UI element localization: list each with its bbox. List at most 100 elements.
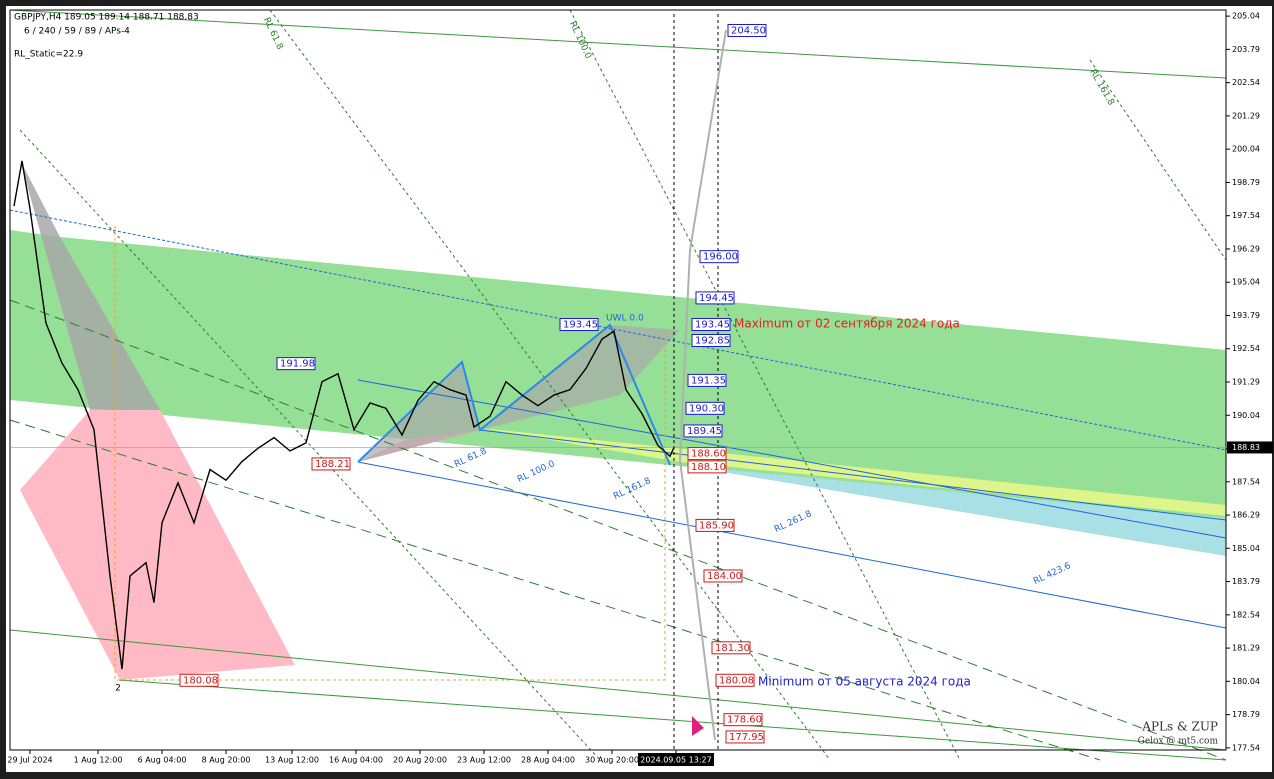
fork-line: [1089, 59, 1227, 261]
level-label: 189.45: [687, 426, 722, 437]
cursor-label-bg: [638, 753, 714, 766]
y-tick-label: 195.04: [1232, 278, 1260, 287]
zigzag: [357, 323, 671, 466]
level-label: 188.10: [691, 462, 726, 473]
y-tick-label: 180.04: [1232, 677, 1260, 686]
x-tick-label: 1 Aug 12:00: [74, 756, 123, 765]
annotation: Maximum от 02 сентября 2024 года: [734, 317, 960, 331]
pink-zone: [20, 410, 295, 680]
level-label: 180.08: [183, 675, 218, 686]
plot-border: [9, 9, 1227, 751]
level-label: 194.45: [699, 293, 734, 304]
y-tick-label: 185.04: [1232, 544, 1260, 553]
fib-label: UWL 0.0: [606, 314, 644, 324]
annotation: Minimum от 05 августа 2024 года: [758, 675, 971, 689]
y-tick-label: 198.79: [1232, 178, 1260, 187]
y-tick-label: 186.29: [1232, 511, 1260, 520]
y-tick-label: 196.29: [1232, 244, 1260, 253]
x-tick-label: 20 Aug 20:00: [393, 756, 447, 765]
level-box: [727, 23, 767, 37]
fork-line: [19, 129, 601, 761]
y-tick-label: 202.54: [1232, 78, 1260, 87]
box: [114, 226, 666, 681]
y-tick-label: 200.04: [1232, 145, 1260, 154]
level-label: 188.21: [315, 459, 350, 470]
price-line: [13, 160, 675, 670]
level-box: [687, 447, 727, 461]
level-label: 190.30: [689, 403, 724, 414]
yellow-zone: [480, 428, 1226, 516]
trend-line: [117, 679, 1227, 761]
y-tick-label: 193.79: [1232, 311, 1260, 320]
y-tick-label: 201.29: [1232, 111, 1260, 120]
watermark-sub: Gelox @ mt5.com: [1138, 737, 1219, 747]
header: GBPJPY,H4 189.05 189.14 188.71 188.83: [14, 13, 199, 23]
level-label: 180.08: [719, 675, 754, 686]
level-box: [691, 318, 731, 332]
channel-line: [357, 379, 1227, 539]
level-box: [691, 333, 731, 347]
level-box: [695, 518, 735, 532]
level-label: 191.98: [280, 359, 315, 370]
level-box: [179, 673, 219, 687]
y-tick-label: 177.54: [1232, 743, 1260, 752]
x-tick-label: 28 Aug 04:00: [521, 756, 575, 765]
fork-line: [9, 419, 1101, 761]
level-label: 196.00: [703, 252, 738, 263]
pivot-label: 2: [115, 684, 121, 694]
gray-zone: [20, 160, 160, 410]
y-tick-label: 205.04: [1232, 12, 1260, 21]
y-tick-label: 183.79: [1232, 577, 1260, 586]
level-box: [723, 713, 763, 727]
fork-line: [9, 299, 1227, 761]
level-label: 184.00: [707, 571, 742, 582]
projection: [678, 29, 727, 741]
y-tick-label: 187.54: [1232, 477, 1260, 486]
level-box: [687, 373, 727, 387]
level-label: 193.45: [695, 320, 730, 331]
level-box: [711, 641, 751, 655]
y-tick-label: 182.54: [1232, 610, 1260, 619]
cursor-icon: [692, 716, 704, 736]
level-box: [725, 730, 765, 744]
level-label: 178.60: [727, 715, 762, 726]
cyan-zone: [680, 465, 1226, 556]
level-label: 191.35: [691, 375, 726, 386]
subheader: 6 / 240 / 59 / 89 / APs-4: [24, 27, 130, 37]
level-box: [685, 401, 725, 415]
x-tick-label: 30 Aug 20:00: [585, 756, 639, 765]
level-box: [687, 460, 727, 474]
level-label: 188.60: [691, 449, 726, 460]
level-label: 181.30: [715, 643, 750, 654]
current-price-label: 188.83: [1232, 443, 1260, 452]
y-tick-label: 178.79: [1232, 710, 1260, 719]
gray-small: [358, 362, 480, 462]
trend-line: [9, 209, 1227, 451]
channel-line: [479, 429, 1227, 521]
level-box: [715, 673, 755, 687]
trend-line: [9, 629, 1227, 751]
y-tick-label: 190.04: [1232, 411, 1260, 420]
level-box: [703, 569, 743, 583]
current-price-bg: [1227, 441, 1273, 454]
level-box: [695, 291, 735, 305]
x-tick-label: 6 Aug 04:00: [138, 756, 187, 765]
trend-line: [9, 9, 1227, 79]
fork-line: [269, 9, 831, 761]
x-tick-label: 13 Aug 12:00: [265, 756, 319, 765]
watermark: APLs & ZUP: [1141, 720, 1218, 734]
y-tick-label: 192.54: [1232, 344, 1260, 353]
level-label: 185.90: [699, 520, 734, 531]
channel-line: [357, 461, 1227, 629]
level-label: 192.85: [695, 335, 730, 346]
level-label: 177.95: [729, 732, 764, 743]
level-box: [311, 457, 351, 471]
x-tick-label: 29 Jul 2024: [7, 756, 52, 765]
level-box: [276, 357, 316, 371]
x-tick-label: 16 Aug 04:00: [329, 756, 383, 765]
level-label: 193.45: [563, 320, 598, 331]
x-tick-label: 8 Aug 20:00: [202, 756, 251, 765]
fork-line: [569, 9, 961, 761]
